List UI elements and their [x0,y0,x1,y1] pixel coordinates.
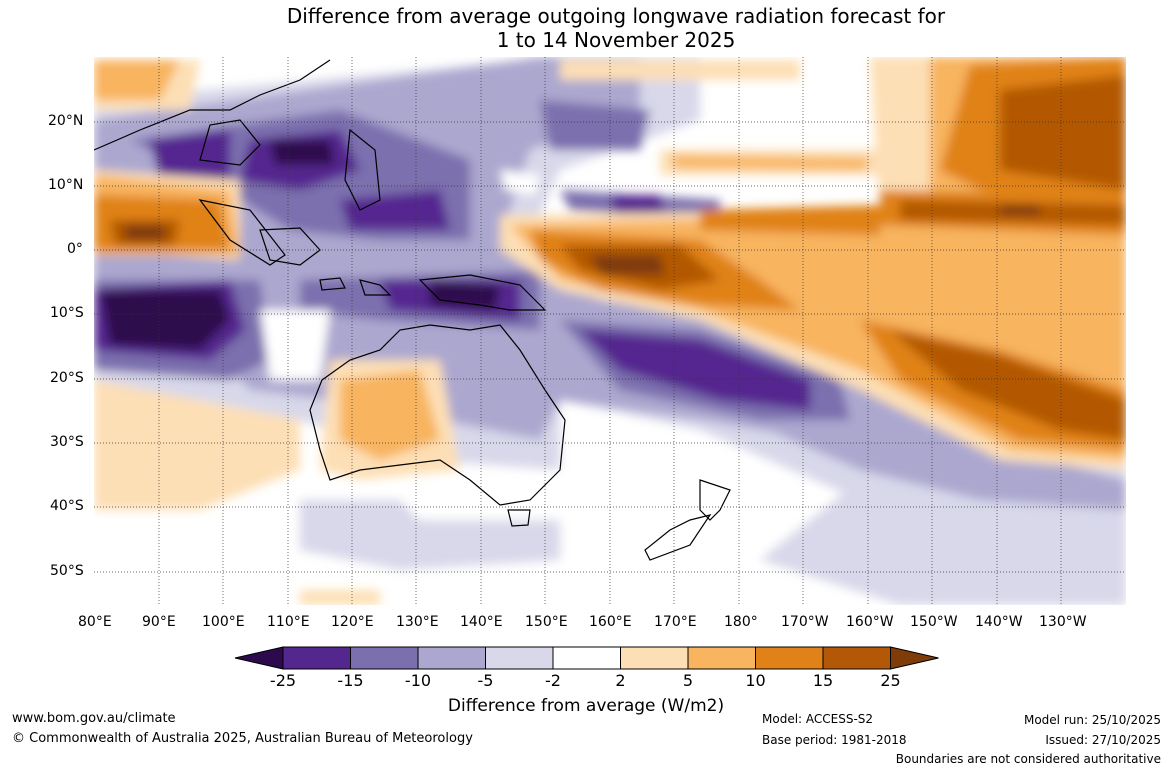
map-title: Difference from average outgoing longwav… [0,4,1173,52]
colorbar-swatch [282,646,351,670]
lon-label: 90°E [142,614,176,630]
lon-label: 140°W [975,614,1023,630]
colorbar-tick-label: 15 [812,671,834,690]
footer-base-period: Base period: 1981-2018 [762,733,907,747]
lon-label: 100°E [202,614,245,630]
colorbar-extend-high [890,646,939,670]
colorbar-swatch [417,646,486,670]
lat-label: 40°S [50,498,84,514]
colorbar-title: Difference from average (W/m2) [447,696,725,716]
title-line-2: 1 to 14 November 2025 [496,28,736,52]
lon-label: 170°E [654,614,697,630]
colorbar-tick-label: 2 [615,671,626,690]
coastlines [94,59,731,561]
colorbar-tick-label: 10 [745,671,766,690]
lat-label: 10°S [50,305,84,321]
colorbar-tick-label: -5 [477,671,494,690]
anomaly-field [94,57,1126,605]
lon-label: 140°E [460,614,503,630]
lat-label: 20°S [50,370,84,386]
footer-model: Model: ACCESS-S2 [762,712,874,726]
lat-label: 20°N [48,113,84,129]
footer-url: www.bom.gov.au/climate [12,711,176,726]
colorbar-tick-label: -10 [404,671,432,690]
lat-label: 0° [67,241,83,257]
lon-label: 160°W [846,614,894,630]
lon-label: 110°E [267,614,310,630]
colorbar-swatch [552,646,621,670]
footer-model-run: Model run: 25/10/2025 [1023,713,1161,727]
lon-label: 170°W [781,614,829,630]
footer-issued: Issued: 27/10/2025 [1045,733,1161,747]
colorbar-tick-label: 25 [880,671,901,690]
lon-label: 150°W [910,614,958,630]
graticule [94,57,1126,605]
lat-label: 30°S [50,434,84,450]
lat-label: 50°S [50,563,84,579]
footer-disclaimer: Boundaries are not considered authoritat… [895,752,1161,766]
colorbar-tick-label: -25 [269,671,297,690]
lat-label: 10°N [48,177,84,193]
colorbar-extend-low [234,646,284,670]
colorbar-swatch [485,646,554,670]
lon-label: 80°E [78,614,112,630]
lon-label: 130°E [396,614,439,630]
lon-label: 120°E [331,614,374,630]
colorbar-swatch [350,646,419,670]
lon-label: 160°E [589,614,632,630]
lon-label: 150°E [525,614,568,630]
colorbar-tick-label: -2 [545,671,561,690]
lon-label: 130°W [1039,614,1087,630]
title-line-1: Difference from average outgoing longwav… [286,4,946,28]
colorbar-swatch [687,646,756,670]
footer-copyright: © Commonwealth of Australia 2025, Austra… [12,731,473,746]
lon-label: 180° [724,614,758,630]
colorbar-swatch [620,646,689,670]
colorbar-swatch [822,646,891,670]
colorbar-tick-label: 5 [682,671,694,690]
colorbar-tick-label: -15 [337,671,364,690]
colorbar-swatch [755,646,824,670]
